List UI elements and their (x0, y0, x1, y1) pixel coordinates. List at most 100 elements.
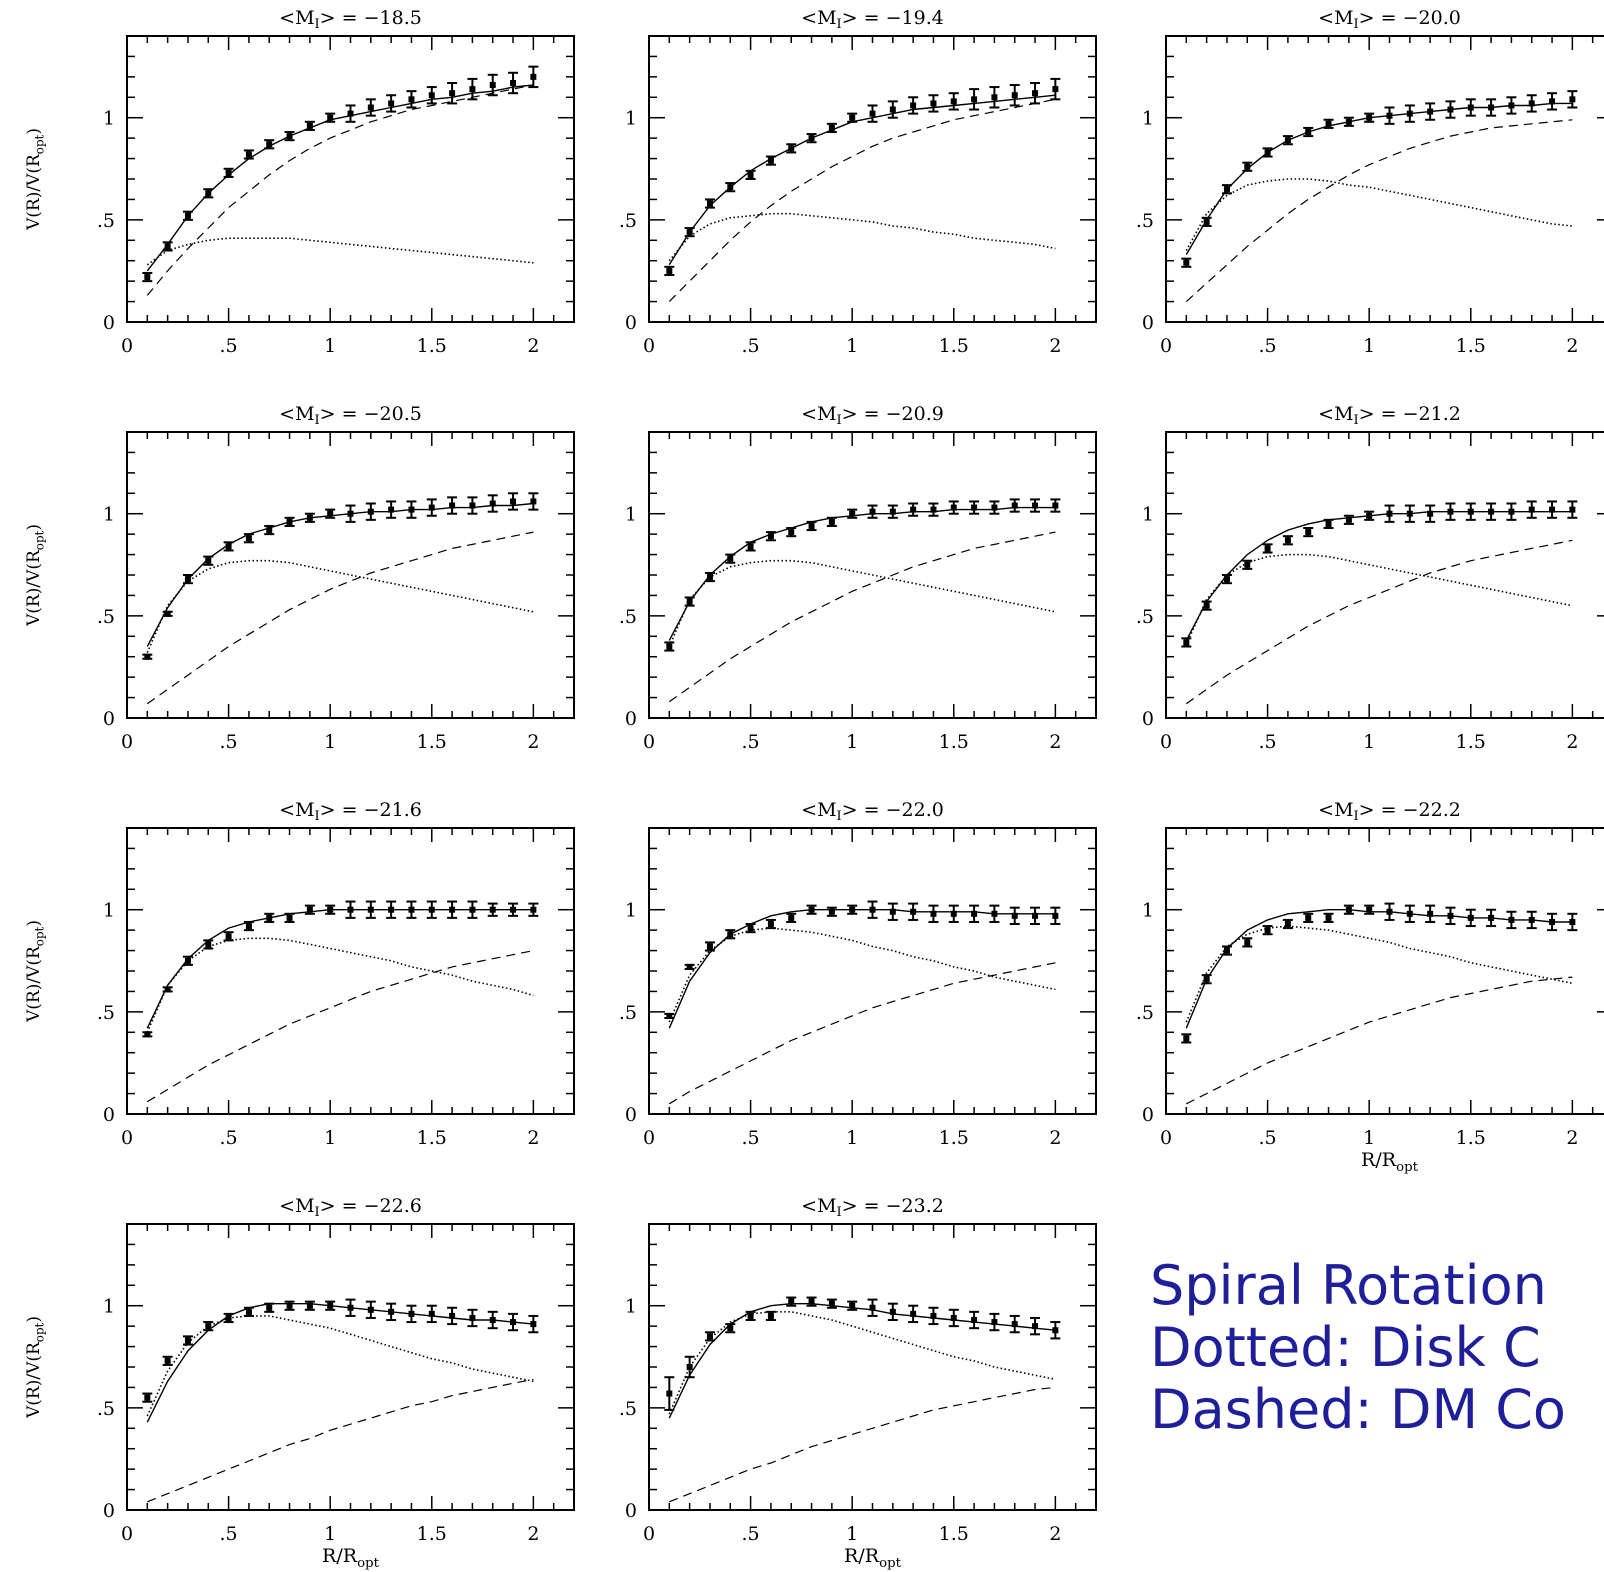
data-point (1052, 912, 1059, 919)
data-point (286, 1302, 293, 1309)
plot-frame (126, 827, 575, 1115)
x-tick-label: 2 (1049, 1523, 1061, 1545)
y-tick-label: 0 (625, 312, 637, 334)
data-point (225, 1314, 232, 1321)
plot-frame (648, 1223, 1097, 1511)
data-point (950, 910, 957, 917)
x-tick-label: 1.5 (939, 1127, 969, 1149)
data-point (266, 527, 273, 534)
data-point (991, 1319, 998, 1326)
x-tick-label: 0 (643, 335, 655, 357)
data-point (388, 100, 395, 107)
data-point (910, 506, 917, 513)
chart-title: <MI> = −21.2 (1318, 403, 1461, 428)
data-point (727, 184, 734, 191)
data-point (828, 908, 835, 915)
data-point (788, 914, 795, 921)
data-point (1203, 976, 1210, 983)
x-tick-label: 0 (643, 1127, 655, 1149)
data-point (869, 508, 876, 515)
data-point (327, 906, 334, 913)
data-point (510, 79, 517, 86)
data-point (971, 910, 978, 917)
y-tick-label: .5 (1136, 1002, 1154, 1024)
x-tick-label: .5 (742, 335, 760, 357)
plot-frame (648, 35, 1097, 323)
data-point (1203, 218, 1210, 225)
x-tick-label: .5 (220, 335, 238, 357)
plot-frame (126, 431, 575, 719)
data-point (1488, 508, 1495, 515)
data-point (1032, 1323, 1039, 1330)
data-point (408, 96, 415, 103)
x-tick-label: 1 (324, 731, 336, 753)
data-point (1528, 916, 1535, 923)
data-point (747, 171, 754, 178)
chart-title: <MI> = −22.6 (279, 1195, 422, 1220)
y-axis-label: V(R)/V(Ropt) (24, 524, 46, 627)
y-tick-label: 1 (625, 108, 637, 130)
x-tick-label: 0 (121, 1523, 133, 1545)
data-point (469, 906, 476, 913)
data-point (144, 1031, 151, 1038)
data-point (205, 941, 212, 948)
data-point (666, 1012, 673, 1019)
x-tick-label: 2 (1049, 731, 1061, 753)
curve-dm (146, 531, 534, 705)
x-tick-label: 1.5 (939, 1523, 969, 1545)
data-point (849, 114, 856, 121)
y-tick-label: 0 (1142, 312, 1154, 334)
curve-disk (668, 1311, 1056, 1415)
data-point (266, 1304, 273, 1311)
data-point (1203, 602, 1210, 609)
data-point (327, 114, 334, 121)
data-point (164, 610, 171, 617)
data-point (449, 502, 456, 509)
x-tick-label: 0 (1160, 1127, 1172, 1149)
x-tick-label: 1 (846, 731, 858, 753)
data-point (388, 1308, 395, 1315)
data-point (767, 533, 774, 540)
x-tick-label: .5 (1259, 335, 1277, 357)
y-tick-label: 0 (625, 1104, 637, 1126)
data-point (205, 557, 212, 564)
data-point (286, 518, 293, 525)
data-point (706, 943, 713, 950)
data-point (1284, 537, 1291, 544)
y-tick-label: 1 (625, 1296, 637, 1318)
data-point (1427, 108, 1434, 115)
chart-panel: 0 .5 1 1.5 2 0 .5 1 <MI> = −22.0 (619, 799, 1097, 1149)
data-point (1366, 114, 1373, 121)
data-point (1305, 914, 1312, 921)
data-point (971, 1317, 978, 1324)
data-point (828, 124, 835, 131)
data-point (1011, 502, 1018, 509)
curve-disk (668, 212, 1056, 262)
caption-line-2: Dotted: Disk C (1150, 1316, 1541, 1379)
x-tick-label: 1 (1363, 1127, 1375, 1149)
data-point (849, 1302, 856, 1309)
data-point (1052, 502, 1059, 509)
curve-disk (146, 937, 534, 1033)
curve-total (146, 1302, 534, 1423)
data-point (706, 1333, 713, 1340)
data-point (747, 543, 754, 550)
y-tick-label: .5 (97, 1398, 115, 1420)
chart-panel: 0 .5 1 1.5 2 0 .5 1 <MI> = −18.5 V(R)/V(Ropt) (24, 7, 575, 357)
y-tick-label: 1 (625, 504, 637, 526)
data-point (910, 102, 917, 109)
curve-disk (668, 559, 1056, 647)
data-point (889, 508, 896, 515)
y-tick-label: 0 (625, 1500, 637, 1522)
x-tick-label: 1 (846, 1127, 858, 1149)
data-point (1569, 506, 1576, 513)
y-tick-label: .5 (1136, 210, 1154, 232)
data-point (530, 906, 537, 913)
y-tick-label: 1 (103, 1296, 115, 1318)
curve-dm (1185, 119, 1573, 303)
data-point (1549, 98, 1556, 105)
data-point (686, 598, 693, 605)
data-point (1052, 1327, 1059, 1334)
data-point (808, 135, 815, 142)
chart-panel: 0 .5 1 1.5 2 0 .5 1 <MI> = −21.2 (1136, 403, 1604, 753)
